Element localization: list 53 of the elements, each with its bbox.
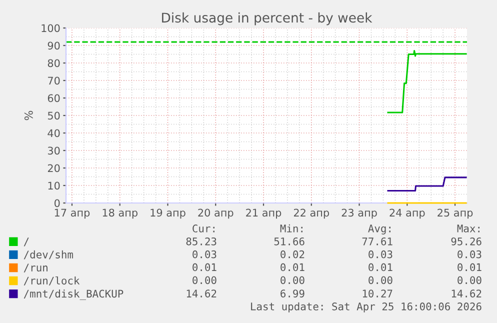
text: 0.01 <box>192 263 216 272</box>
y-tick-label: 50 <box>48 112 60 120</box>
y-tick-label: 0 <box>54 199 60 208</box>
text: 0.03 <box>368 250 392 258</box>
legend-label: / <box>24 238 29 246</box>
line-series <box>387 50 467 114</box>
text: 6.99 <box>280 290 304 298</box>
legend-label: /run <box>24 264 48 272</box>
x-tick-label: 20 апр <box>198 208 234 219</box>
x-tick-label: 25 апр <box>438 208 473 219</box>
x-tick-label: 21 апр <box>246 208 282 219</box>
text: 14.62 <box>186 290 216 298</box>
chart-title: Disk usage in percent - by week <box>162 12 372 26</box>
text: 0.01 <box>368 263 392 272</box>
legend-label: /mnt/disk_BACKUP <box>24 290 124 300</box>
text: Max: <box>457 224 480 232</box>
x-tick-label: 23 апр <box>342 208 377 219</box>
x-tick-label: 19 апр <box>150 208 186 219</box>
text: Avg: <box>368 224 390 234</box>
text: 51.66 <box>274 237 304 246</box>
text: 0.02 <box>280 250 304 258</box>
text: Min: <box>280 224 302 232</box>
text: 0.00 <box>280 276 304 284</box>
x-tick-label: 18 апр <box>102 208 138 219</box>
y-tick-label: 10 <box>48 182 60 190</box>
text: 0.03 <box>192 250 216 258</box>
text: 0.01 <box>280 263 304 272</box>
x-tick-label: 24 апр <box>390 208 425 219</box>
text: Last update: Sat Apr 25 16:00:06 2026 <box>251 302 482 312</box>
y-tick-label: 20 <box>48 164 60 172</box>
text: 0.01 <box>458 263 482 272</box>
legend-label: /run/lock <box>24 276 80 286</box>
text: 0.00 <box>192 276 216 284</box>
y-tick-label: 30 <box>48 146 60 155</box>
y-tick-label: 60 <box>48 94 60 102</box>
text: 95.26 <box>451 237 482 246</box>
legend-label: /dev/shm <box>24 250 73 260</box>
y-tick-label: 90 <box>48 42 60 50</box>
text: Cur: <box>192 224 214 232</box>
text: 0.03 <box>458 250 482 258</box>
y-tick-label: 80 <box>48 59 60 68</box>
y-tick-label: 100 <box>42 24 60 32</box>
x-tick-label: 22 апр <box>294 208 330 219</box>
text: 0.00 <box>368 276 392 284</box>
y-axis-title: % <box>24 110 33 120</box>
x-tick-label: 17 апр <box>54 208 90 219</box>
text: 14.62 <box>452 290 482 298</box>
text: 10.27 <box>362 290 392 298</box>
text: 0.00 <box>458 276 482 284</box>
y-tick-label: 40 <box>48 129 60 138</box>
text: 77.61 <box>362 237 392 246</box>
y-tick-label: 70 <box>48 76 60 85</box>
text: 85.23 <box>186 237 216 246</box>
